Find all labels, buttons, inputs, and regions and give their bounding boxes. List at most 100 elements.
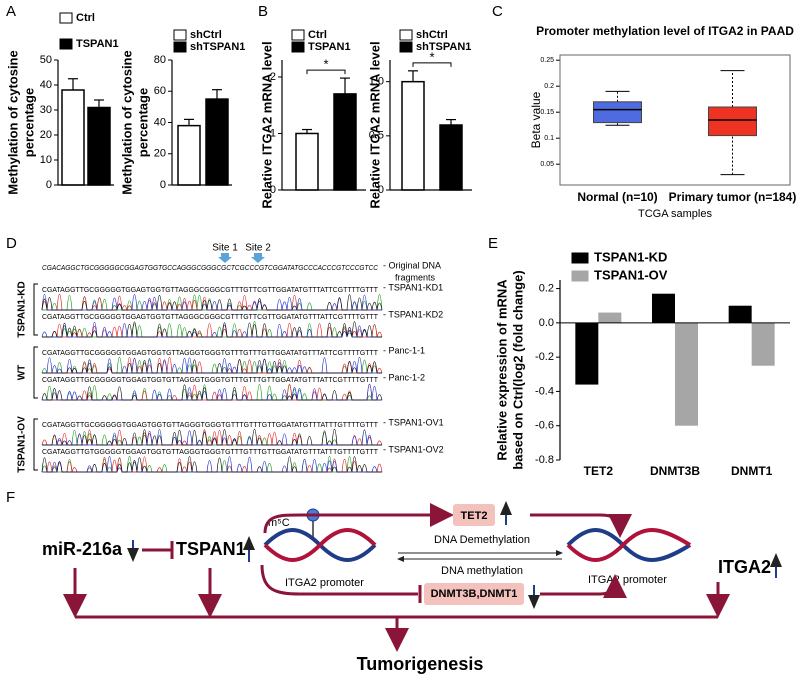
bar — [401, 80, 425, 191]
demethylation: DNA Demethylation — [434, 534, 530, 546]
group-bracket — [33, 283, 38, 336]
dna-helix-left — [263, 528, 377, 562]
bar — [598, 312, 622, 323]
arrow — [530, 513, 632, 538]
bar — [205, 98, 229, 186]
site-arrow — [251, 253, 265, 263]
chromatogram-trace — [42, 428, 382, 447]
panel-label: A — [6, 3, 16, 20]
y-tick-label: 40 — [154, 116, 166, 128]
chromatogram-trace — [41, 294, 383, 311]
legend-label: TSPAN1-KD — [594, 249, 667, 264]
legend-swatch — [59, 38, 73, 50]
y-axis-title: percentage — [21, 88, 36, 157]
group-label: TSPAN1-OV — [17, 416, 28, 473]
legend-label: Ctrl — [308, 29, 327, 41]
pathway-diagram: miR-216a TSPAN1 m⁵C ITGA2 promoter TET2 … — [42, 501, 782, 674]
legend-label: shTSPAN1 — [416, 41, 471, 53]
row-label: - TSPAN1-KD1 — [383, 282, 443, 292]
bar — [439, 124, 463, 191]
legend-swatch — [399, 29, 413, 41]
legend-swatch — [59, 12, 73, 24]
panel-label: E — [488, 235, 498, 252]
y-tick-label: 20 — [154, 148, 166, 160]
chromatogram-trace — [42, 384, 382, 401]
y-tick-label: 0.25 — [540, 57, 554, 64]
y-axis-title: percentage — [135, 88, 150, 157]
legend-swatch — [173, 41, 187, 53]
y-tick-label: -0.4 — [535, 385, 554, 397]
group-bracket — [33, 418, 38, 471]
y-tick-label: 1.0 — [369, 76, 384, 88]
bar — [61, 89, 85, 186]
y-axis-title: Relative ITGA2 mRNA level — [259, 41, 274, 208]
row-label: - TSPAN1-OV1 — [383, 417, 444, 427]
sequence: CGATAGGTTGCGGGGGTGGAGTGGTGTTAGGGCGGGCGTT… — [42, 312, 378, 321]
y-tick-label: 0.2 — [544, 83, 554, 90]
tspan1: TSPAN1 — [176, 539, 246, 559]
chromatogram-trace — [41, 384, 383, 401]
inhibit-line — [260, 564, 418, 596]
bar — [177, 124, 201, 186]
legend-label: shTSPAN1 — [190, 41, 245, 53]
row-label: - Panc-1-2 — [383, 372, 425, 382]
significance-bracket — [412, 62, 452, 67]
bar — [728, 305, 752, 323]
x-axis-title: TCGA samples — [638, 208, 712, 220]
sequence: CGATAGGTTGCGGGGGTGGAGTGGTGTTAGGGTGGGTGTT… — [42, 420, 378, 429]
promoter-label: ITGA2 promoter — [588, 574, 667, 586]
promoter-label: ITGA2 promoter — [285, 577, 364, 589]
legend-swatch — [291, 29, 305, 41]
row-label: - TSPAN1-KD2 — [383, 309, 443, 319]
group-label: WT — [17, 365, 28, 381]
panel-label: D — [6, 235, 17, 252]
x-tick-label: Primary tumor (n=184) — [669, 190, 797, 204]
y-tick-label: -0.8 — [535, 454, 554, 466]
y-tick-label: 0.05 — [540, 161, 554, 168]
site-label: Site 2 — [245, 243, 271, 254]
site-label: Site 1 — [212, 243, 238, 254]
dnmt-box — [424, 583, 524, 605]
significance-bracket — [306, 69, 346, 75]
y-axis-title: Methylation of cytosine — [119, 50, 134, 194]
legend-swatch — [173, 29, 187, 41]
y-tick-label: 0 — [378, 184, 384, 196]
y-tick-label: 50 — [40, 54, 52, 66]
y-tick-label: 80 — [154, 54, 166, 66]
y-tick-label: 0.2 — [539, 282, 554, 294]
bar — [87, 106, 111, 186]
sequence: CGATAGGTTGCGGGGGTGGAGTGGTGTTAGGGCGGGCGTT… — [42, 285, 378, 294]
dna-helix-right — [566, 528, 692, 562]
legend-label: Ctrl — [76, 12, 95, 24]
chromatogram-trace — [41, 456, 382, 473]
reference-label: fragments — [395, 272, 436, 282]
dnmt: DNMT3B,DNMT1 — [431, 588, 518, 600]
bar — [333, 93, 357, 191]
bar — [675, 322, 698, 426]
y-tick-label: 0 — [160, 179, 166, 191]
y-tick-label: 60 — [154, 85, 166, 97]
x-tick-label: Normal (n=10) — [577, 190, 657, 204]
sequence: CGATAGGTTGCGGGGGTGGAGTGGTGTTAGGGTGGGTGTT… — [42, 348, 378, 357]
sequence: CGATAGGTTGTGGGGGTGGAGTGGTGTTAGGGTGGGTGTT… — [42, 447, 378, 456]
legend-label: TSPAN1-OV — [594, 267, 668, 282]
site-arrow — [218, 253, 232, 263]
group-label: TSPAN1-KD — [17, 281, 28, 337]
methyl-mark: m⁵C — [268, 517, 290, 529]
y-tick-label: 1 — [270, 127, 276, 139]
y-axis-title: Relative ITGA2 mRNA level — [367, 41, 382, 208]
chromatogram-trace — [42, 356, 383, 374]
row-label: - Panc-1-1 — [383, 345, 425, 355]
y-tick-label: -0.2 — [535, 351, 554, 363]
outcome: Tumorigenesis — [357, 654, 484, 674]
legend-swatch — [571, 270, 589, 282]
legend-label: TSPAN1 — [308, 41, 351, 53]
y-tick-label: 20 — [40, 129, 52, 141]
annotation: * — [323, 57, 328, 72]
sequence: CGATAGGTTGCGGGGGTGGAGTGGTGTTAGGGTGGGTGTT… — [42, 375, 378, 384]
box — [593, 101, 642, 124]
bar — [295, 132, 319, 191]
x-tick-label: TET2 — [584, 464, 614, 478]
annotation: * — [429, 49, 434, 64]
